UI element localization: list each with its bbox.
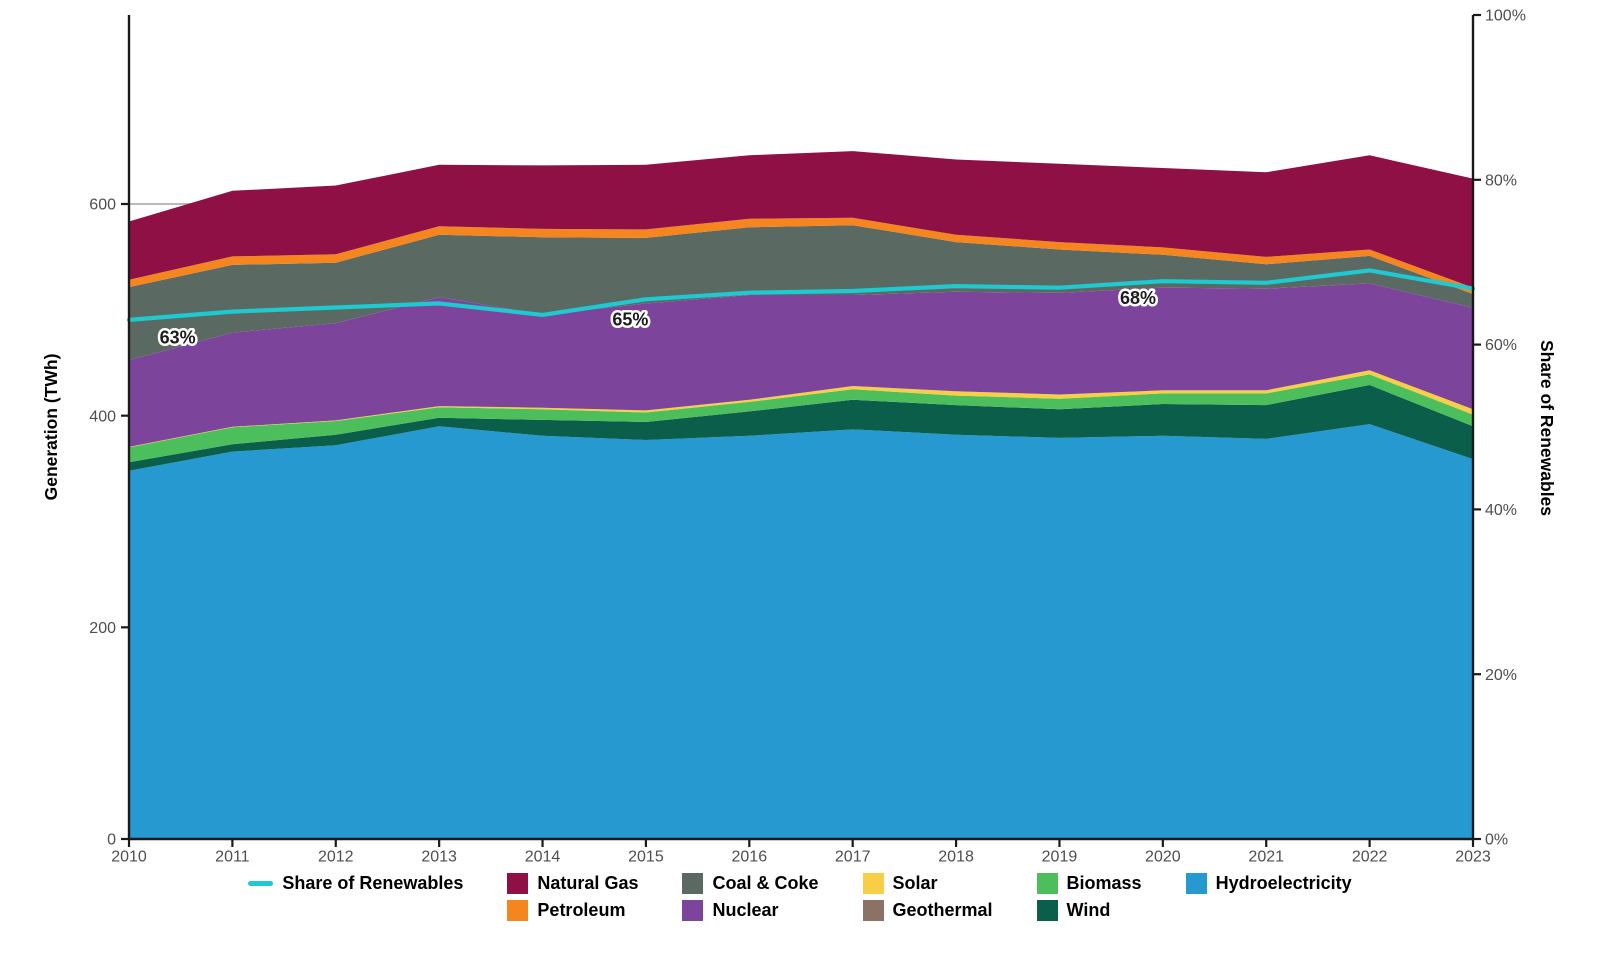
- legend-swatch-share-of-renewables: [248, 881, 274, 886]
- legend-item-petroleum: Petroleum: [507, 899, 638, 922]
- share-line-layer: [126, 268, 1476, 322]
- legend-swatch-nuclear: [682, 900, 704, 921]
- left-tick-label-200: 200: [89, 620, 116, 637]
- legend-label-hydroelectricity: Hydroelectricity: [1215, 873, 1352, 893]
- x-tick-label-2018: 2018: [938, 848, 974, 865]
- x-tick-label-2010: 2010: [111, 848, 147, 865]
- x-tick-label-2020: 2020: [1145, 848, 1181, 865]
- x-tick-label-2015: 2015: [628, 848, 664, 865]
- annotation-63: 63%: [160, 328, 196, 348]
- legend-item-hydroelectricity: Hydroelectricity: [1185, 872, 1352, 895]
- left-axis-title: Generation (TWh): [41, 354, 61, 501]
- legend-swatch-solar: [862, 873, 884, 894]
- legend-item-solar: Solar: [862, 872, 993, 895]
- legend-column: Coal & Coke Nuclear: [682, 872, 819, 922]
- legend-label-natural-gas: Natural Gas: [537, 873, 639, 893]
- right-axis-title: Share of Renewables: [1537, 340, 1557, 516]
- x-tick-label-2019: 2019: [1042, 848, 1078, 865]
- area-biomass: [129, 374, 1473, 463]
- legend-label-wind: Wind: [1066, 900, 1111, 920]
- legend-label-solar: Solar: [892, 873, 938, 893]
- legend-swatch-natural-gas: [507, 873, 529, 894]
- legend-item-nuclear: Nuclear: [682, 899, 818, 922]
- legend-item-natural-gas: Natural Gas: [507, 872, 638, 895]
- right-tick-label-0: 0%: [1485, 832, 1508, 849]
- legend-label-coal-coke: Coal & Coke: [712, 873, 819, 893]
- x-tick-label-2017: 2017: [835, 848, 871, 865]
- legend-label-petroleum: Petroleum: [537, 900, 626, 920]
- legend-column: Share of Renewables: [248, 872, 463, 895]
- left-tick-label-600: 600: [89, 197, 116, 214]
- annotations-layer: 63% 65% 68%: [157, 285, 1158, 350]
- axes-layer: 0 200 400 600 0% 20% 40% 60% 80% 100% 2010 2011 2012…: [89, 8, 1526, 866]
- legend-swatch-petroleum: [507, 900, 529, 921]
- x-tick-label-2022: 2022: [1352, 848, 1388, 865]
- area-natural-gas: [129, 151, 1473, 288]
- chart-legend: Share of Renewables Natural Gas Petroleum C…: [0, 872, 1600, 922]
- right-tick-label-80: 80%: [1485, 172, 1517, 189]
- x-tick-label-2014: 2014: [525, 848, 561, 865]
- x-tick-label-2021: 2021: [1248, 848, 1284, 865]
- x-tick-label-2013: 2013: [421, 848, 457, 865]
- stacked-areas: [129, 151, 1473, 839]
- area-hydroelectricity: [129, 424, 1473, 839]
- x-tick-label-2012: 2012: [318, 848, 354, 865]
- legend-item-coal-coke: Coal & Coke: [682, 872, 819, 895]
- share-of-renewables-line: [126, 268, 1476, 322]
- legend-label-biomass: Biomass: [1066, 873, 1142, 893]
- x-tick-label-2011: 2011: [215, 848, 250, 865]
- area-petroleum: [129, 217, 1473, 294]
- left-tick-label-0: 0: [107, 832, 116, 849]
- legend-item-share-of-renewables: Share of Renewables: [248, 872, 463, 895]
- legend-swatch-coal-coke: [682, 873, 704, 894]
- legend-column: Biomass Wind: [1036, 872, 1142, 922]
- legend-column: Hydroelectricity: [1185, 872, 1352, 895]
- annotation-68: 68%: [1120, 288, 1156, 308]
- right-tick-label-40: 40%: [1485, 502, 1517, 519]
- right-tick-label-60: 60%: [1485, 337, 1517, 354]
- area-wind: [129, 385, 1473, 471]
- legend-item-geothermal: Geothermal: [862, 899, 993, 922]
- right-tick-label-100: 100%: [1485, 8, 1526, 25]
- legend-swatch-wind: [1036, 900, 1058, 921]
- legend-swatch-geothermal: [862, 900, 884, 921]
- legend-label-share-of-renewables: Share of Renewables: [282, 873, 464, 893]
- left-tick-label-400: 400: [89, 408, 116, 425]
- right-tick-label-20: 20%: [1485, 667, 1517, 684]
- legend-item-biomass: Biomass: [1036, 872, 1142, 895]
- legend-item-wind: Wind: [1036, 899, 1142, 922]
- legend-column: Natural Gas Petroleum: [507, 872, 638, 922]
- legend-label-geothermal: Geothermal: [892, 900, 993, 920]
- x-tick-label-2023: 2023: [1455, 848, 1491, 865]
- legend-swatch-biomass: [1036, 873, 1058, 894]
- annotation-65: 65%: [612, 309, 648, 329]
- area-solar: [129, 370, 1473, 448]
- legend-swatch-hydroelectricity: [1185, 873, 1207, 894]
- legend-label-nuclear: Nuclear: [712, 900, 779, 920]
- area-nuclear: [129, 283, 1473, 447]
- legend-column: Solar Geothermal: [862, 872, 993, 922]
- x-tick-label-2016: 2016: [732, 848, 768, 865]
